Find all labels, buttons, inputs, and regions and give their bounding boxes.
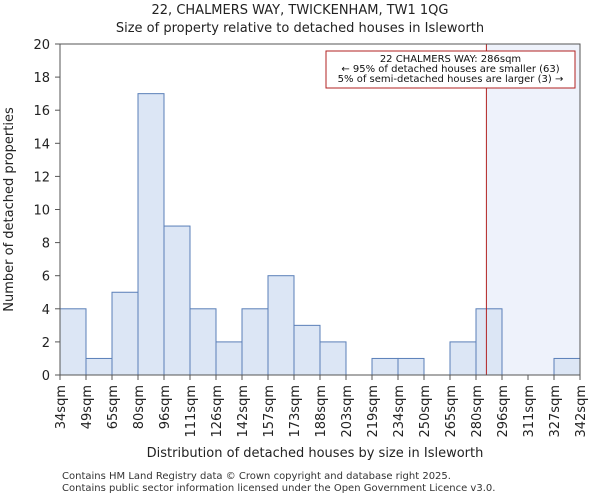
bar bbox=[163, 225, 191, 376]
y-tick-label: 0 bbox=[42, 369, 50, 384]
x-tick-label: 311sqm bbox=[522, 385, 537, 438]
bar bbox=[293, 324, 321, 376]
y-tick-label: 20 bbox=[33, 38, 50, 53]
bar bbox=[449, 341, 477, 376]
bar bbox=[553, 357, 581, 376]
bar bbox=[267, 275, 295, 376]
x-tick-label: 49sqm bbox=[80, 385, 95, 429]
footer: Contains HM Land Registry data © Crown c… bbox=[62, 471, 495, 495]
bar bbox=[319, 341, 347, 376]
bar bbox=[475, 308, 503, 376]
x-tick-label: 34sqm bbox=[54, 385, 69, 429]
y-tick-label: 16 bbox=[33, 104, 50, 119]
x-tick-label: 188sqm bbox=[314, 385, 329, 438]
x-tick-label: 265sqm bbox=[444, 385, 459, 438]
bar bbox=[241, 308, 269, 376]
y-axis-label: Number of detached properties bbox=[2, 107, 17, 312]
bar bbox=[59, 308, 87, 376]
x-tick-label: 234sqm bbox=[392, 385, 407, 438]
y-tick-label: 8 bbox=[42, 237, 50, 252]
x-tick-label: 219sqm bbox=[366, 385, 381, 438]
y-tick-label: 10 bbox=[33, 204, 50, 219]
bar bbox=[371, 357, 399, 376]
y-tick-label: 4 bbox=[42, 303, 50, 318]
bar bbox=[111, 291, 139, 376]
x-tick-label: 111sqm bbox=[184, 385, 199, 438]
footer-line-1: Contains HM Land Registry data © Crown c… bbox=[62, 471, 451, 482]
x-tick-label: 157sqm bbox=[262, 385, 277, 438]
x-tick-label: 126sqm bbox=[210, 385, 225, 438]
annotation-line-2: ← 95% of detached houses are smaller (63… bbox=[341, 64, 559, 75]
bar bbox=[215, 341, 243, 376]
x-tick-label: 203sqm bbox=[340, 385, 355, 438]
x-tick-label: 327sqm bbox=[548, 385, 563, 438]
y-tick-label: 18 bbox=[33, 71, 50, 86]
y-tick-label: 2 bbox=[42, 336, 50, 351]
y-tick-label: 6 bbox=[42, 270, 50, 285]
x-tick-label: 250sqm bbox=[418, 385, 433, 438]
y-tick-label: 14 bbox=[33, 137, 50, 152]
annotation-line-1: 22 CHALMERS WAY: 286sqm bbox=[380, 54, 521, 65]
x-tick-label: 80sqm bbox=[132, 385, 147, 429]
y-tick-label: 12 bbox=[33, 170, 50, 185]
x-tick-label: 296sqm bbox=[496, 385, 511, 438]
footer-line-2: Contains public sector information licen… bbox=[62, 483, 496, 494]
chart-title: 22, CHALMERS WAY, TWICKENHAM, TW1 1QG bbox=[151, 3, 449, 18]
chart-subtitle: Size of property relative to detached ho… bbox=[115, 21, 485, 36]
x-tick-label: 96sqm bbox=[158, 385, 173, 429]
x-tick-label: 142sqm bbox=[236, 385, 251, 438]
bar bbox=[85, 357, 113, 376]
annotation-line-3: 5% of semi-detached houses are larger (3… bbox=[338, 74, 564, 85]
x-tick-label: 173sqm bbox=[288, 385, 303, 438]
x-tick-label: 342sqm bbox=[574, 385, 589, 438]
bar bbox=[397, 357, 425, 376]
bar bbox=[189, 308, 217, 376]
x-tick-label: 280sqm bbox=[470, 385, 485, 438]
bar bbox=[137, 93, 165, 376]
x-tick-label: 65sqm bbox=[106, 385, 121, 429]
annotation-box bbox=[325, 50, 576, 89]
x-axis-label: Distribution of detached houses by size … bbox=[147, 446, 484, 461]
